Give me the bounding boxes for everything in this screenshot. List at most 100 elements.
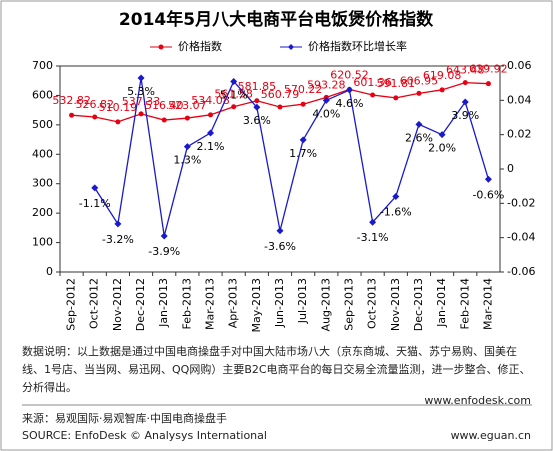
data-label: 5.1% bbox=[220, 88, 248, 101]
marker bbox=[183, 143, 191, 151]
x-tick-label: Feb-2014 bbox=[458, 278, 471, 329]
x-tick-label: May-2013 bbox=[250, 278, 263, 333]
marker bbox=[485, 81, 491, 87]
source-cn: 来源：易观国际·易观智库·中国电商操盘手 bbox=[22, 412, 227, 425]
marker bbox=[277, 104, 283, 110]
marker bbox=[322, 96, 330, 104]
legend-label: 价格指数 bbox=[178, 39, 222, 53]
x-tick-label: Mar-2014 bbox=[481, 278, 494, 330]
data-label: 581.85 bbox=[238, 80, 277, 93]
y-tick-label: 700 bbox=[32, 59, 53, 72]
data-label: -3.6% bbox=[264, 240, 296, 253]
data-label: 2.0% bbox=[428, 142, 456, 155]
chart-title: 2014年5月八大电商平台电饭煲价格指数 bbox=[119, 9, 434, 30]
data-label: -1.6% bbox=[380, 205, 412, 218]
data-label: -3.2% bbox=[102, 233, 134, 246]
y-tick-label: 600 bbox=[32, 88, 53, 101]
y-tick-label: 100 bbox=[32, 236, 53, 249]
marker bbox=[276, 227, 284, 235]
y2-tick-label: 0 bbox=[507, 162, 514, 175]
marker bbox=[299, 136, 307, 144]
marker bbox=[345, 86, 353, 94]
y2-tick-label: -0.02 bbox=[507, 196, 535, 209]
data-label: -3.1% bbox=[357, 231, 389, 244]
x-tick-label: Dec-2013 bbox=[412, 278, 425, 331]
x-tick-label: Oct-2012 bbox=[88, 278, 101, 329]
data-label: 2.6% bbox=[405, 131, 433, 144]
marker bbox=[462, 80, 468, 86]
x-tick-label: Sep-2012 bbox=[65, 278, 78, 331]
marker bbox=[115, 119, 121, 125]
data-label: 2.1% bbox=[197, 140, 225, 153]
legend-marker bbox=[158, 44, 164, 50]
marker bbox=[369, 218, 377, 226]
x-tick-label: Mar-2013 bbox=[204, 278, 217, 330]
note: 数据说明：以上数据是通过中国电商操盘手对中国大陆市场八大（京东商城、天猫、苏宁易… bbox=[22, 345, 531, 394]
marker bbox=[161, 117, 167, 123]
data-label: 534.08 bbox=[191, 94, 230, 107]
y-tick-label: 0 bbox=[46, 265, 53, 278]
legend-marker bbox=[288, 44, 294, 50]
data-label: 1.3% bbox=[173, 154, 201, 167]
y-tick-label: 200 bbox=[32, 206, 53, 219]
x-tick-label: Oct-2013 bbox=[366, 278, 379, 329]
legend-label: 价格指数环比增长率 bbox=[308, 39, 407, 53]
marker bbox=[484, 175, 492, 183]
data-label: 4.6% bbox=[335, 97, 363, 110]
data-label: 523.07 bbox=[168, 99, 207, 112]
y-tick-label: 400 bbox=[32, 147, 53, 160]
marker bbox=[114, 220, 122, 228]
marker bbox=[254, 98, 260, 104]
marker bbox=[461, 98, 469, 106]
marker bbox=[439, 87, 445, 93]
marker bbox=[438, 131, 446, 139]
marker bbox=[184, 115, 190, 121]
data-label: 643.48 bbox=[446, 64, 485, 77]
x-tick-label: Jan-2013 bbox=[157, 278, 170, 328]
y2-tick-label: 0.04 bbox=[507, 93, 532, 106]
y2-tick-label: -0.04 bbox=[507, 231, 535, 244]
data-label: 3.9% bbox=[451, 109, 479, 122]
data-label: 601.36 bbox=[353, 76, 392, 89]
site: www.enfodesk.com bbox=[424, 394, 531, 407]
marker bbox=[231, 104, 237, 110]
marker bbox=[208, 112, 214, 118]
data-label: 591.81 bbox=[377, 77, 416, 90]
data-label: 537.33 bbox=[122, 95, 161, 108]
x-tick-label: Jul-2013 bbox=[296, 278, 309, 324]
data-label: 516.40 bbox=[145, 99, 184, 112]
marker bbox=[137, 74, 145, 82]
marker bbox=[370, 92, 376, 98]
marker bbox=[160, 232, 168, 240]
data-label: -3.9% bbox=[148, 245, 180, 258]
data-label: -0.6% bbox=[472, 188, 504, 201]
x-tick-label: Jan-2014 bbox=[435, 278, 448, 328]
x-tick-label: Dec-2012 bbox=[134, 278, 147, 331]
data-label: -1.1% bbox=[79, 197, 111, 210]
marker bbox=[92, 114, 98, 120]
marker bbox=[91, 184, 99, 192]
data-label: 5.3% bbox=[127, 85, 155, 98]
data-label: 639.92 bbox=[469, 63, 508, 76]
data-label: 570.22 bbox=[284, 83, 323, 96]
marker bbox=[392, 192, 400, 200]
marker bbox=[207, 129, 215, 137]
marker bbox=[69, 112, 75, 118]
data-label: 560.79 bbox=[261, 88, 300, 101]
y2-tick-label: 0.02 bbox=[507, 128, 532, 141]
data-label: 1.7% bbox=[289, 147, 317, 160]
data-label: 593.28 bbox=[307, 78, 346, 91]
data-label: 561.58 bbox=[214, 88, 253, 101]
marker bbox=[138, 111, 144, 117]
marker bbox=[393, 95, 399, 101]
source-en: SOURCE: EnfoDesk © Analysys Internationa… bbox=[22, 429, 267, 442]
x-tick-label: Nov-2012 bbox=[111, 278, 124, 331]
y2-tick-label: 0.06 bbox=[507, 59, 532, 72]
x-tick-label: Nov-2013 bbox=[389, 278, 402, 331]
data-label: 606.95 bbox=[400, 74, 439, 87]
data-label: 526.82 bbox=[75, 98, 114, 111]
marker bbox=[416, 90, 422, 96]
marker bbox=[415, 120, 423, 128]
